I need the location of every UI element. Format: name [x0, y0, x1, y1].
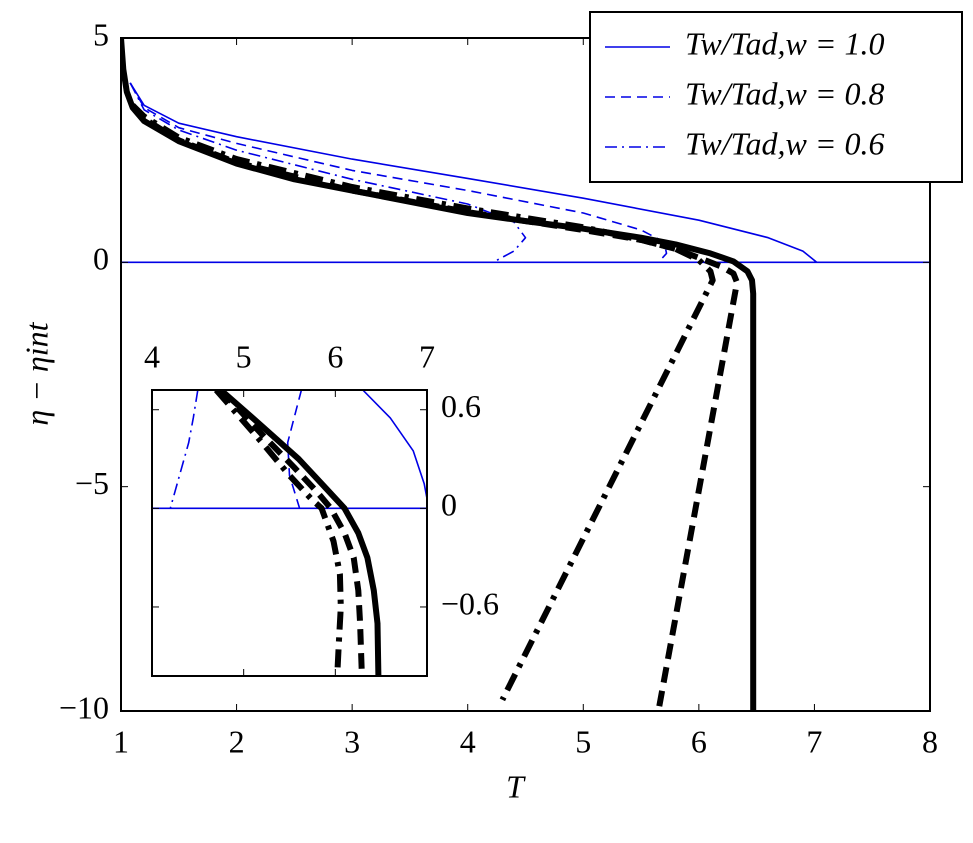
legend-label: Tw/Tad,w = 0.8 [685, 75, 884, 111]
series-line [129, 82, 818, 263]
plot-area [152, 390, 427, 676]
y-tick-label: −0.6 [441, 585, 499, 621]
legend-label: Tw/Tad,w = 1.0 [685, 25, 884, 61]
x-tick-label: 3 [344, 723, 360, 759]
x-tick-label: 5 [575, 723, 591, 759]
x-tick-label: 8 [922, 723, 938, 759]
series-line [362, 390, 427, 504]
x-tick-label: 6 [327, 338, 343, 374]
x-tick-label: 4 [460, 723, 476, 759]
x-tick-label: 1 [113, 723, 129, 759]
y-tick-label: 5 [93, 16, 109, 52]
series-line [130, 103, 716, 702]
series-line [218, 390, 382, 676]
series-line [286, 390, 303, 509]
series-line [213, 390, 344, 676]
y-tick-label: 0 [441, 487, 457, 523]
series-line [169, 390, 199, 509]
y-axis-label: η − ηint [18, 321, 54, 425]
series-line [218, 390, 365, 676]
series-line [130, 103, 740, 711]
legend-label: Tw/Tad,w = 0.6 [685, 125, 884, 161]
x-tick-label: 5 [236, 338, 252, 374]
x-tick-label: 2 [229, 723, 245, 759]
y-tick-label: −5 [75, 465, 109, 501]
y-tick-label: 0.6 [441, 388, 481, 424]
plot-area [121, 38, 930, 711]
series-line [129, 82, 668, 263]
x-tick-label: 6 [691, 723, 707, 759]
series-line [129, 82, 527, 264]
inset-background [152, 390, 427, 676]
x-tick-label: 7 [806, 723, 822, 759]
legend-box [589, 11, 963, 183]
x-tick-label: 4 [144, 338, 160, 374]
x-tick-label: 7 [419, 338, 435, 374]
plot-frame [151, 389, 428, 677]
y-tick-label: −10 [59, 689, 109, 725]
plot-frame [120, 37, 931, 712]
x-axis-label: T [506, 768, 526, 804]
y-tick-label: 0 [93, 241, 109, 277]
